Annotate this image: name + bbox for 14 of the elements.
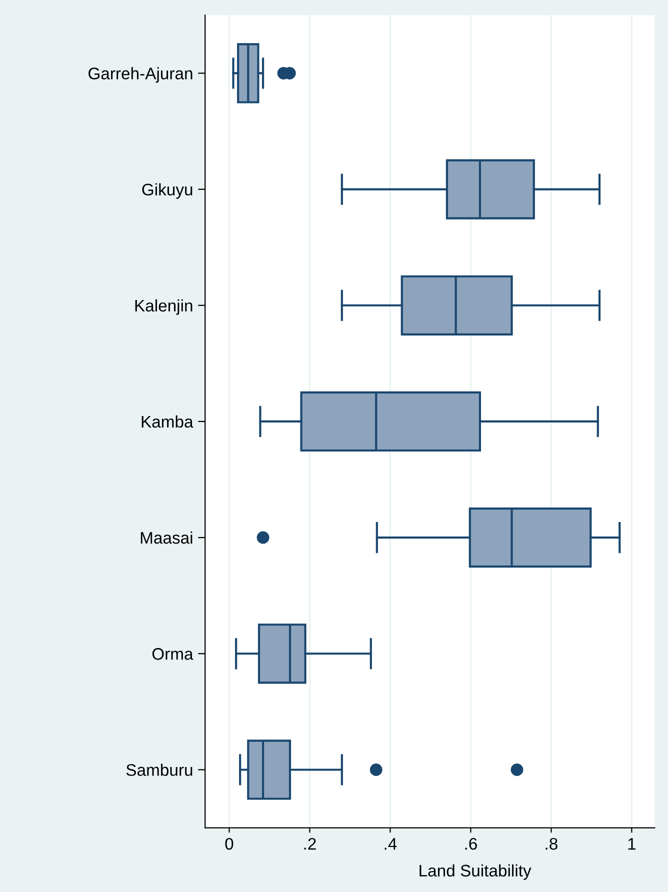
x-tick-label: 0 (225, 838, 234, 850)
y-tick-label: Gikuyu (142, 183, 192, 199)
x-tick-label: .4 (384, 838, 397, 850)
x-tick-label: 1 (628, 838, 636, 850)
x-tick-label: .6 (465, 838, 477, 850)
y-tick-label: Maasai (140, 532, 192, 544)
x-tick-label: .2 (304, 838, 316, 850)
y-tick-label: Samburu (126, 764, 192, 776)
y-tick-label: Garreh-Ajuran (88, 67, 192, 83)
x-axis-title: Land Suitability (420, 864, 532, 880)
y-tick-label: Kamba (142, 415, 194, 428)
y-tick-label: Kalenjin (135, 299, 192, 315)
y-tick-label: Orma (152, 648, 194, 660)
x-tick-label: .8 (546, 838, 558, 850)
